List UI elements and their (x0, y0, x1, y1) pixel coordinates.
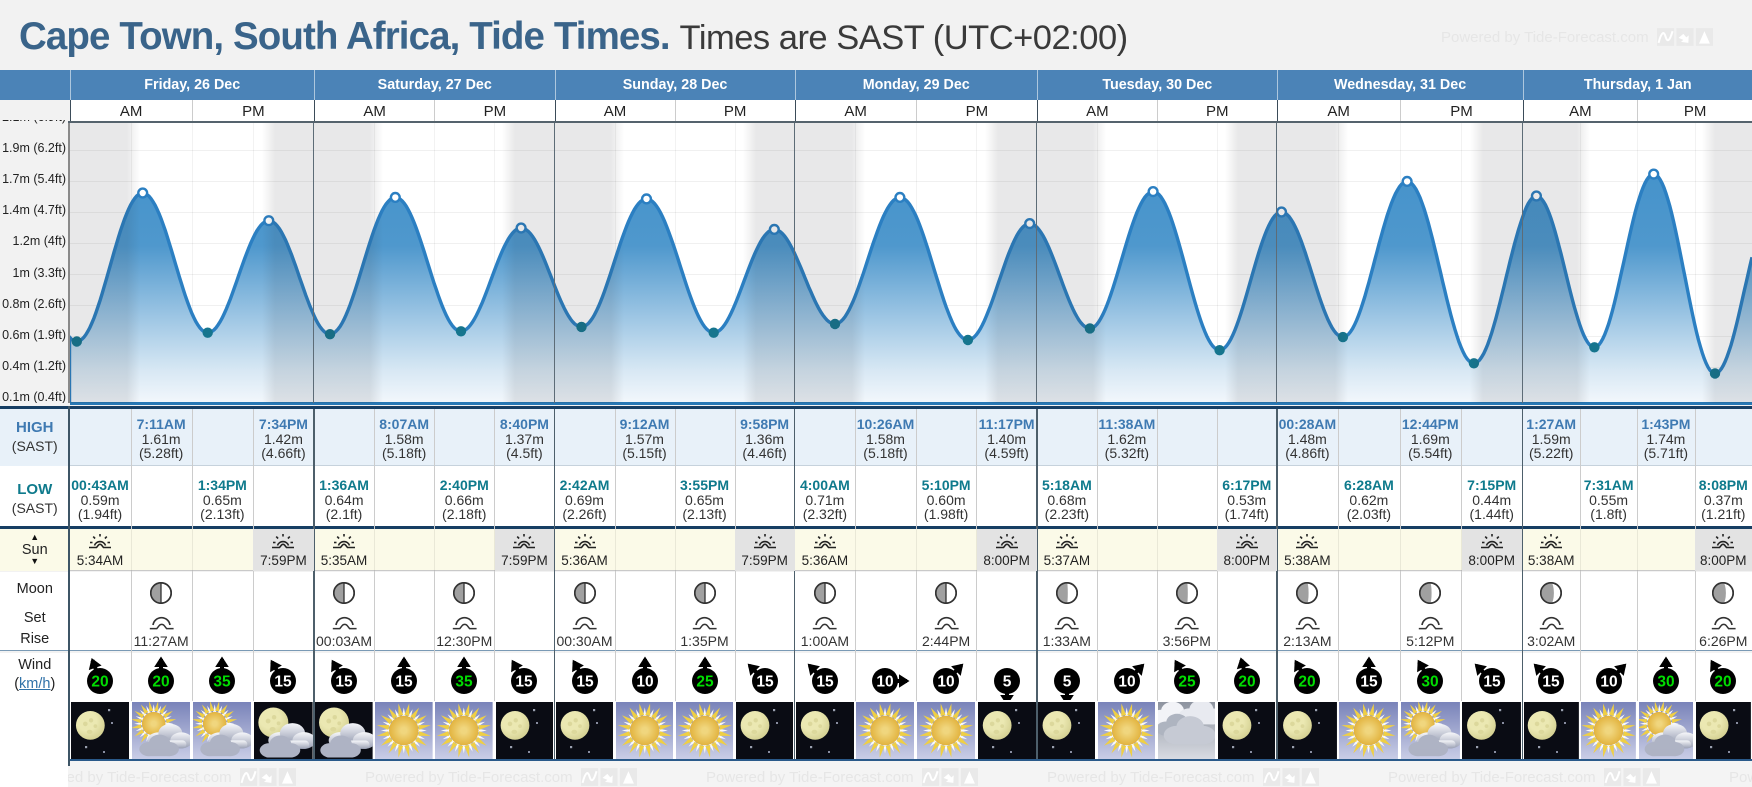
svg-text:30: 30 (1422, 673, 1439, 690)
svg-text:20: 20 (91, 673, 108, 690)
svg-text:15: 15 (396, 673, 414, 690)
svg-text:20: 20 (1238, 673, 1255, 690)
svg-text:15: 15 (816, 673, 834, 690)
svg-text:25: 25 (696, 673, 714, 690)
svg-text:15: 15 (1543, 673, 1561, 690)
svg-text:15: 15 (516, 673, 534, 690)
svg-text:10: 10 (1600, 673, 1617, 690)
svg-text:15: 15 (275, 673, 293, 690)
svg-text:10: 10 (1118, 673, 1135, 690)
svg-text:35: 35 (456, 673, 474, 690)
svg-text:20: 20 (1715, 673, 1732, 690)
svg-text:5: 5 (1002, 673, 1011, 690)
svg-text:20: 20 (153, 673, 170, 690)
svg-text:10: 10 (937, 673, 954, 690)
svg-text:5: 5 (1063, 673, 1072, 690)
svg-text:15: 15 (335, 673, 353, 690)
svg-text:15: 15 (1360, 673, 1378, 690)
svg-text:15: 15 (576, 673, 594, 690)
svg-text:35: 35 (214, 673, 232, 690)
svg-text:10: 10 (877, 673, 894, 690)
svg-text:15: 15 (1483, 673, 1501, 690)
svg-text:15: 15 (756, 673, 774, 690)
svg-text:30: 30 (1657, 673, 1674, 690)
svg-text:10: 10 (636, 673, 653, 690)
svg-text:20: 20 (1299, 673, 1316, 690)
svg-text:25: 25 (1178, 673, 1196, 690)
